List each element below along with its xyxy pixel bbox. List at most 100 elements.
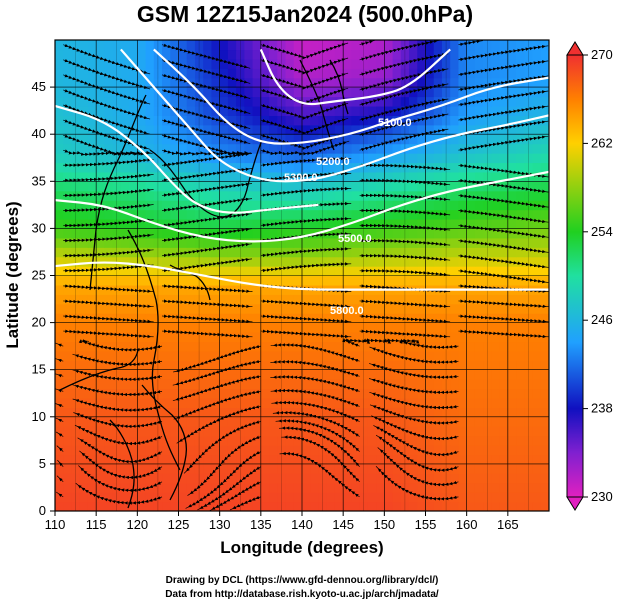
heat-cell [137,162,147,173]
heat-cell [474,49,484,60]
heat-cell [194,40,204,51]
heat-cell [178,492,188,503]
heat-cell [104,153,114,164]
heat-cell [392,360,402,371]
heat-cell [318,322,328,333]
heat-cell [318,294,328,305]
heat-cell [277,313,287,324]
heat-cell [178,454,188,465]
heat-cell [211,294,221,305]
heat-cell [466,294,476,305]
heat-cell [145,407,155,418]
heat-cell [302,124,311,135]
heat-cell [466,313,476,324]
heat-cell [71,369,81,380]
heat-cell [466,473,476,484]
heat-cell [203,134,213,145]
heat-cell [293,463,303,474]
heat-cell [376,275,385,286]
heat-cell [79,209,89,220]
heat-cell [392,171,402,182]
heat-cell [334,360,344,371]
heat-cell [425,266,435,277]
heat-cell [409,162,418,173]
heat-cell [285,284,295,295]
x-axis-ticks: 110 115 120 125 130 135 140 145 150 155 160 165 [45,511,519,532]
heat-cell [516,482,525,493]
heat-cell [351,228,361,239]
heat-cell [334,454,344,465]
heat-cell [466,266,476,277]
heat-cell [466,40,476,51]
heat-cell [359,473,369,484]
heat-cell [450,426,460,437]
heat-cell [310,416,320,427]
heat-cell [524,473,534,484]
heat-cell [170,294,180,305]
heat-cell [203,303,213,314]
heat-cell [532,407,542,418]
streamline [369,404,459,425]
heat-cell [219,218,229,229]
streamline [56,475,64,483]
heat-cell [532,247,542,258]
heat-cell [417,473,427,484]
heat-cell [507,341,517,352]
heat-cell [516,190,525,201]
heat-cell [145,171,155,182]
heat-cell [376,171,385,182]
heat-cell [524,96,534,107]
heat-cell [532,473,542,484]
heat-cell [433,388,443,399]
heat-cell [433,332,443,343]
heat-cell [441,463,451,474]
streamline [260,156,352,167]
heat-cell [120,303,130,314]
heat-cell [302,237,311,248]
heat-cell [211,181,221,192]
heat-cell [367,303,377,314]
heat-cell [483,369,492,380]
heat-cell [458,313,468,324]
heat-cell [227,190,237,201]
heat-cell [302,379,311,390]
heat-cell [260,492,270,503]
colorbar-tick-label: 270 [591,47,613,62]
heat-cell [507,492,517,503]
heat-cell [326,303,336,314]
heat-cell [112,162,122,173]
heat-cell [203,322,213,333]
heat-cell [227,218,237,229]
heat-cell [351,96,361,107]
heat-cell [260,228,270,239]
heat-cell [203,218,213,229]
heat-cell [170,492,180,503]
heat-cell [466,482,476,493]
heat-cell [507,134,517,145]
heat-cell [458,397,468,408]
heat-cell [219,360,229,371]
heat-cell [252,218,262,229]
heat-cell [120,162,130,173]
heat-cell [112,153,122,164]
heat-cell [277,388,287,399]
heat-cell [409,341,418,352]
heat-cell [293,40,303,51]
heat-cell [466,190,476,201]
x-tick-label: 145 [332,517,354,532]
streamline [161,182,253,197]
heat-cell [499,313,509,324]
heat-cell [351,341,361,352]
heat-cell [244,294,254,305]
streamline [458,178,549,193]
heat-cell [137,350,147,361]
x-tick-label: 115 [86,517,107,532]
heat-cell [334,294,344,305]
heat-cell [252,332,262,343]
heat-cell [112,379,122,390]
heat-cell [252,68,262,79]
y-tick-label: 25 [32,268,46,283]
heat-cell [310,369,320,380]
heat-cell [474,482,484,493]
heat-cell [137,492,147,503]
